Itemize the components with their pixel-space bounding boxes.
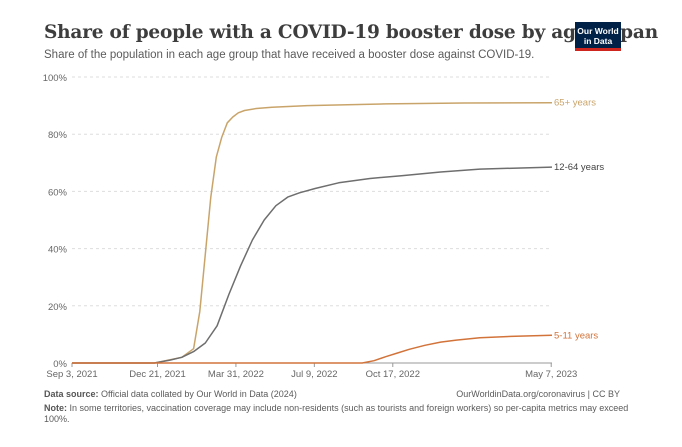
source-text: Official data collated by Our World in D… <box>101 389 297 399</box>
chart-note: Note: In some territories, vaccination c… <box>44 403 644 425</box>
y-tick-label: 40% <box>48 245 68 256</box>
y-tick-label: 100% <box>43 73 68 84</box>
x-tick-label: Jul 9, 2022 <box>291 369 337 380</box>
source-label: Data source: <box>44 389 99 399</box>
y-tick-label: 20% <box>48 302 68 313</box>
series-label: 65+ years <box>554 98 596 109</box>
x-tick-label: May 7, 2023 <box>525 369 577 380</box>
owid-logo[interactable]: Our World in Data <box>575 22 621 51</box>
chart-subtitle: Share of the population in each age grou… <box>44 49 535 61</box>
logo-line-1: Our World <box>577 26 619 36</box>
note-label: Note: <box>44 403 67 413</box>
series-label: 5-11 years <box>554 330 598 341</box>
y-tick-label: 0% <box>53 359 67 370</box>
owid-link[interactable]: OurWorldinData.org/coronavirus | CC BY <box>456 389 620 399</box>
series-line-5-11-years <box>72 334 553 364</box>
x-tick-label: Oct 17, 2022 <box>366 369 420 380</box>
y-tick-label: 80% <box>48 130 68 141</box>
data-source: Data source: Official data collated by O… <box>44 389 297 399</box>
x-tick-label: Sep 3, 2021 <box>46 369 97 380</box>
note-text: In some territories, vaccination coverag… <box>44 403 629 424</box>
series-line-12-64-years <box>72 166 553 364</box>
series-label: 12-64 years <box>554 162 604 173</box>
x-tick-label: Mar 31, 2022 <box>208 369 264 380</box>
series-line-65-years <box>72 101 553 364</box>
x-tick-label: Dec 21, 2021 <box>129 369 186 380</box>
chart-title: Share of people with a COVID-19 booster … <box>44 22 658 43</box>
logo-line-2: in Data <box>583 36 613 46</box>
y-tick-label: 60% <box>48 187 68 198</box>
